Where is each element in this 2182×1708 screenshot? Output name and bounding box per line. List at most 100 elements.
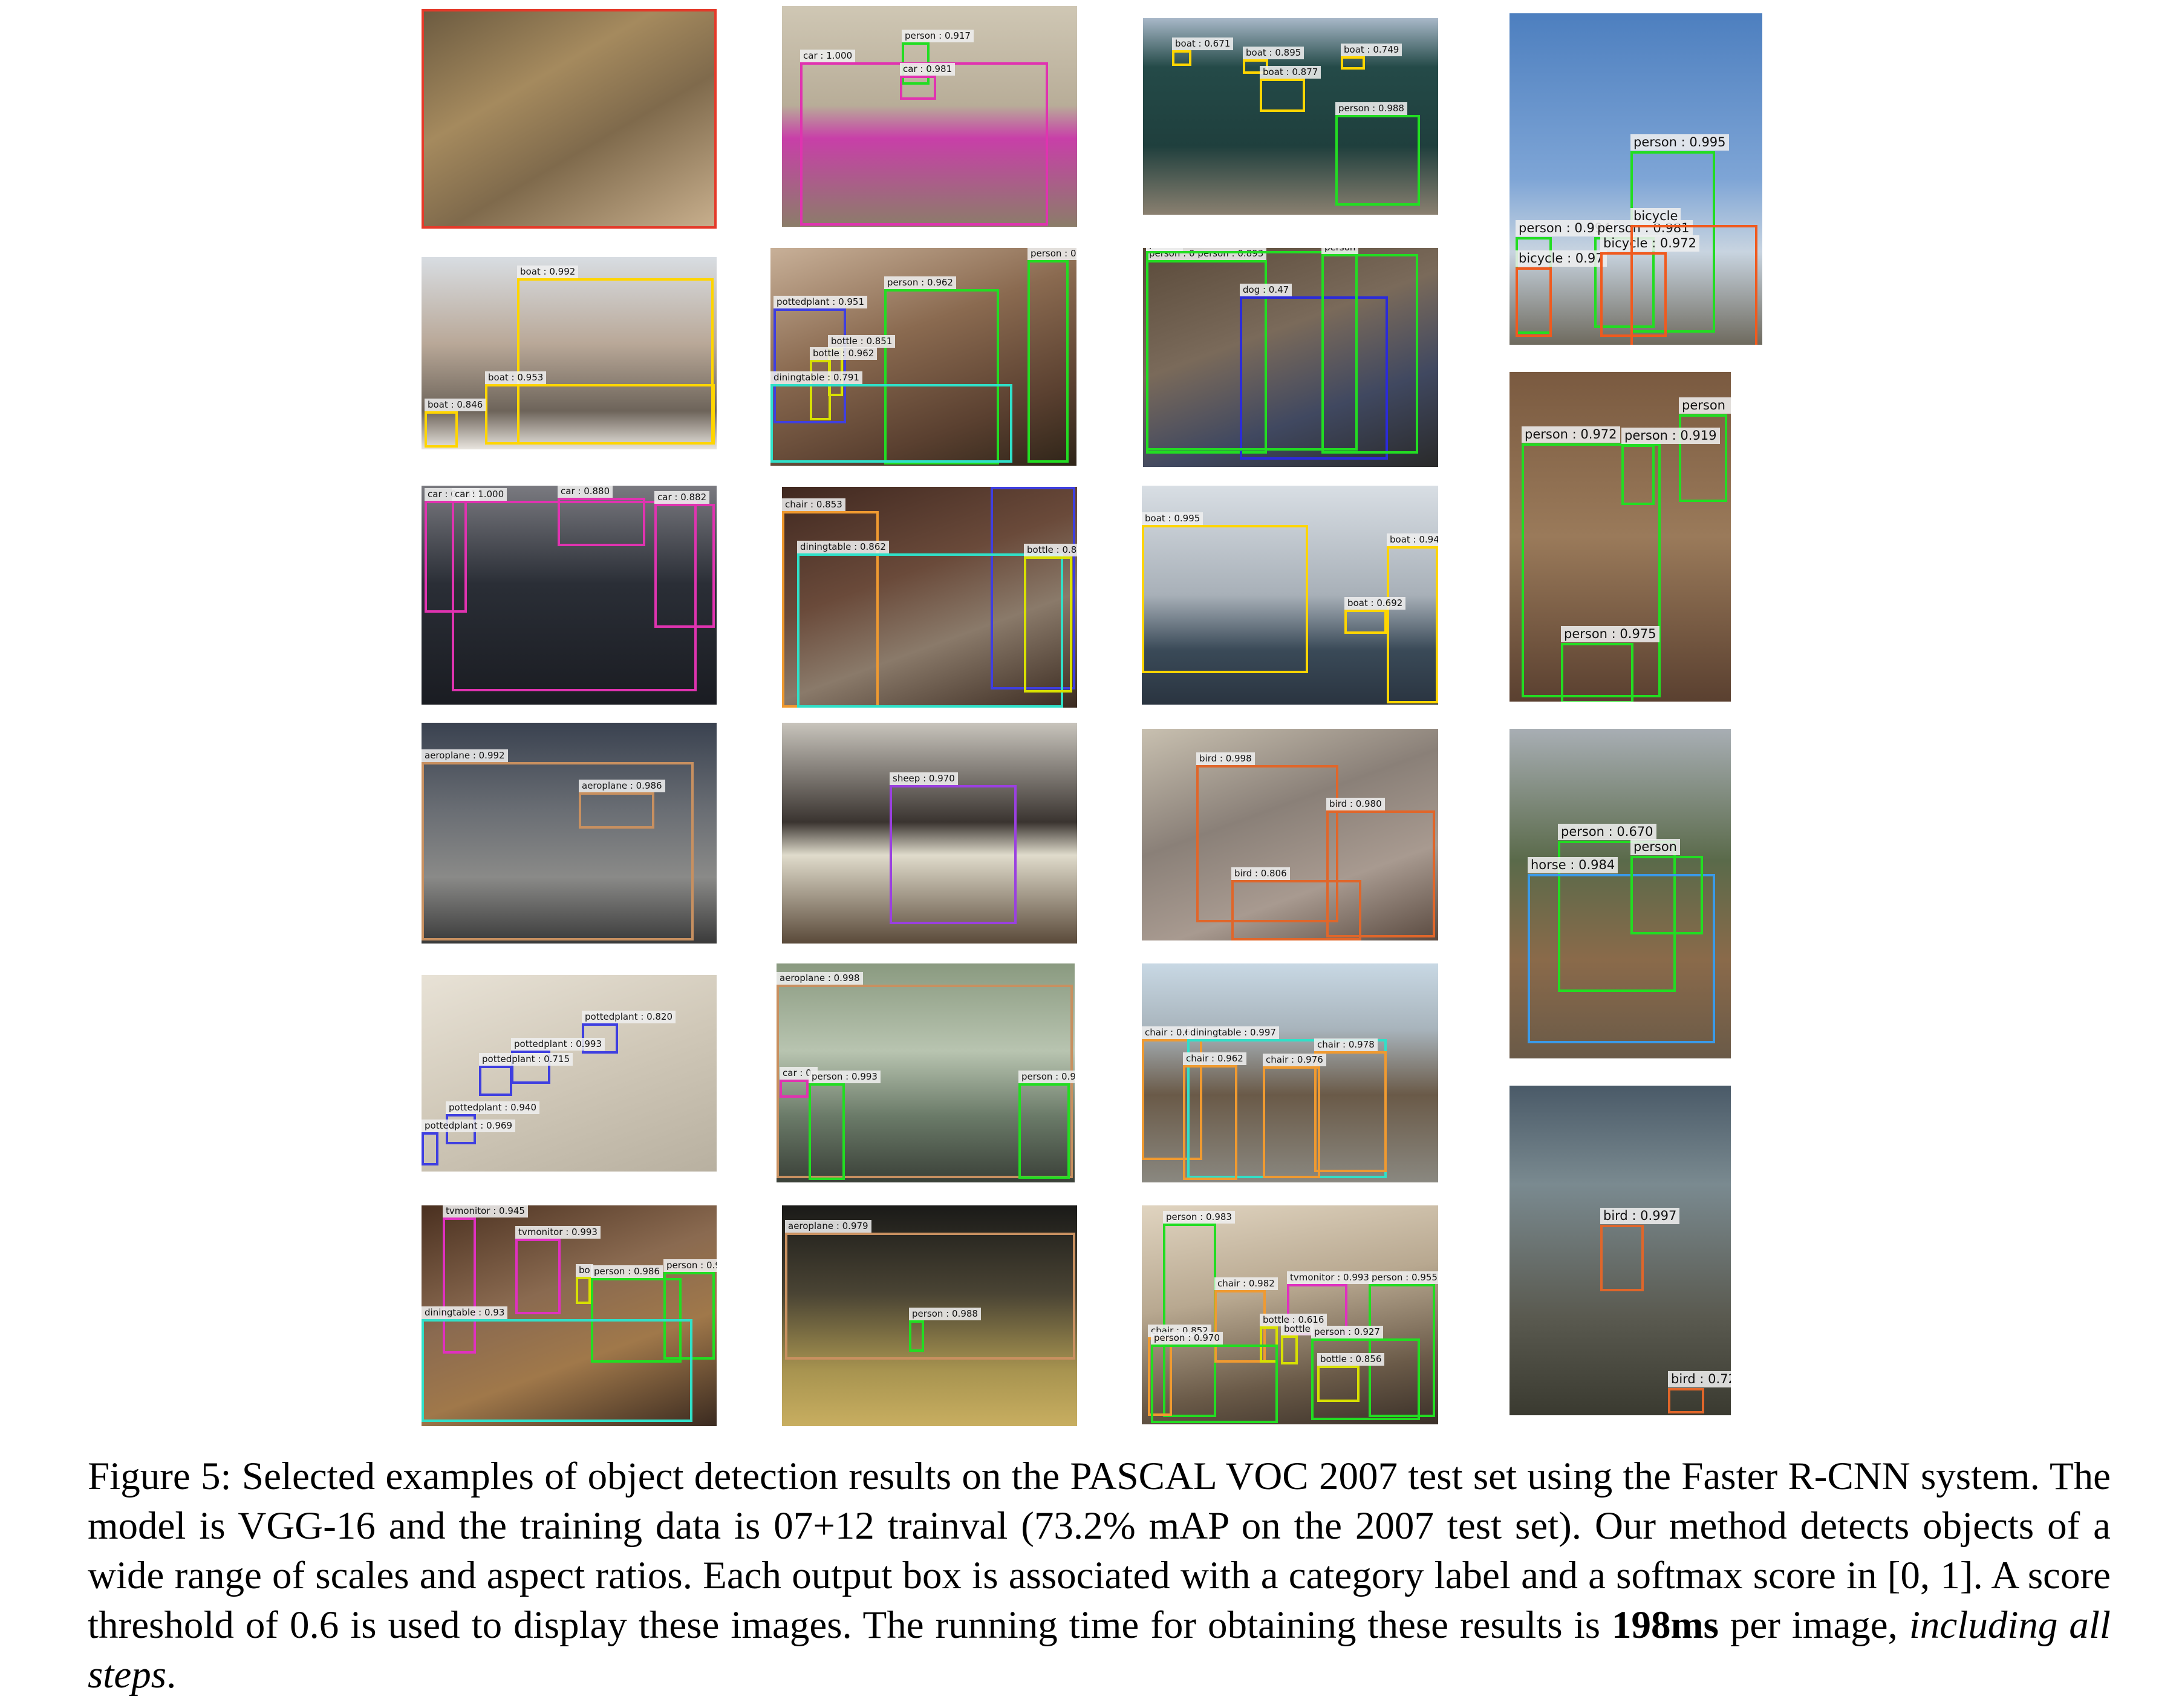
detection-label: aeroplane : 0.992 [422,749,508,762]
bottle-detection-box: bottle : 0.851 [828,335,896,396]
example-photo: car : 0.981 car : 1.000 car : 0.880 car … [422,486,717,705]
detection-label: person : 0.983 [1163,1211,1235,1224]
aeroplane-detection-box: aeroplane : 0.979 [785,1220,1075,1360]
bird-detection-box: bird : 0.980 [1326,798,1435,937]
chair-detection-box: chair : 0.976 [1263,1054,1326,1178]
person-detection-box: person : 0.670 [1558,824,1676,992]
example-photo: pottedplant : 0.728 chair : 0.853 dining… [782,487,1077,708]
person-detection-box: person : 0.993 [809,1071,881,1180]
detection-label: bottle [1281,1323,1314,1335]
detection-label: chair : 0.982 [1214,1277,1278,1290]
detection-label: pottedplant : 0.715 [479,1053,573,1066]
person-detection-box: person [1321,248,1418,454]
tvmonitor-detection-box: tvmonitor : 0.945 [443,1205,528,1354]
example-photo: aeroplane : 0.979 person : 0.988 [782,1205,1077,1426]
boat-detection-box: boat : 0.671 [1172,37,1234,66]
detection-label: person [1146,248,1184,251]
detection-label: person : 0.995 [1630,134,1729,151]
detection-label: dog : 0.47 [1240,284,1292,296]
detection-label: person [1321,248,1359,254]
detection-label: person : 0.993 [809,1071,881,1083]
boat-detection-box: boat : 0.846 [425,399,486,448]
car-detection-box: car : 0.882 [654,491,715,628]
example-photo: chair : 0.6 diningtable : 0.997 chair : … [1142,963,1438,1182]
bottle-detection-box: bottle : 0.826 [1024,544,1077,693]
diningtable-detection-box: diningtable : 0.862 [797,541,1063,708]
example-photo: person : 0.917 car : 1.000 car : 0.981 [782,6,1077,227]
person-detection-box: person : 0.970 [1151,1332,1278,1423]
person-detection-box: person : 0.962 [884,276,999,464]
detection-label: pottedplant : 0.951 [773,296,868,308]
figure-label: Figure 5: [88,1455,232,1498]
detection-label: diningtable : 0.997 [1187,1026,1279,1039]
detection-label: person : 0.948 [1679,397,1731,414]
detection-label: bird : 0.998 [1196,752,1255,765]
detection-label: bottle : 0.826 [1024,544,1077,556]
person-detection-box: person : 0.948 [1679,397,1731,502]
detection-label: aeroplane : 0.998 [777,972,863,985]
detection-label: car : 1.000 [452,488,507,501]
tvmonitor-detection-box: tvmonitor : 0.993 [515,1226,601,1314]
diningtable-detection-box: diningtable : 0.791 [770,371,1012,463]
dog-detection-box: dog : 0.47 [1240,284,1388,460]
car-detection-box: car : 0.880 [558,486,645,546]
bird-detection-box: bird : 0.806 [1231,867,1361,940]
detection-label: boat : 0.995 [1142,512,1203,525]
detection-label: person : 0.962 [884,276,956,289]
detection-label: person : 0.919 [1621,428,1720,444]
detection-label: car : 0.880 [558,486,613,498]
example-photo: person : 0 person : 0.893 dog : 0.47 per… [1143,248,1438,467]
detection-label: bird : 0.806 [1231,867,1290,880]
detection-label: chair : 0.962 [1183,1052,1246,1065]
cat-detection-box: cat : 0.998 [422,9,717,229]
bird-detection-box: bird : 0.997 [1600,1208,1680,1291]
detection-label: car : 0.882 [654,491,710,504]
detection-label: boat : 0.992 [517,266,579,278]
detection-label: person : 0.670 [1558,824,1656,840]
bottle-detection-box: bo [576,1264,593,1304]
detection-label: person : 0.988 [909,1308,981,1320]
example-photo: aeroplane : 0.998 car : 0. person : 0.99… [777,963,1075,1182]
person-detection-box: person : 0.955 [1369,1271,1438,1417]
detection-label: chair : 0.976 [1263,1054,1326,1066]
detection-label: person : 0.923 [663,1259,717,1272]
detection-label: person : 0.975 [1561,626,1659,642]
person-detection-box: person : 0.930 [1027,248,1076,463]
bicycle-detection-box: bicycle [1630,208,1757,345]
detection-label: diningtable : 0.93 [422,1306,508,1319]
detection-label: tvmonitor : 0.945 [443,1205,528,1217]
person-detection-box: person : 0.988 [909,1308,981,1352]
aeroplane-detection-box: aeroplane : 0.986 [579,780,665,829]
person-detection-box: person [1146,248,1358,451]
caption-end: . [166,1653,177,1697]
boat-detection-box: boat : 0.995 [1142,512,1308,673]
detection-label: chair : 0.853 [782,498,845,511]
detection-label: chair : 0.6 [1142,1026,1194,1039]
chair-detection-box: chair : 0.962 [1183,1052,1246,1180]
detection-label: bird : 0.980 [1326,798,1385,810]
detection-label: person : 0.917 [902,30,974,42]
detection-label: bottle : 0.856 [1317,1353,1385,1366]
car-detection-box: car : 0. [780,1067,818,1098]
example-photo: sheep : 0.970 [782,723,1077,944]
detection-label: tvmonitor : 0.993 [1287,1271,1372,1284]
example-photo: boat : 0.992 boat : 0.953 boat : 0.846 [422,257,717,449]
detection-label: pottedplant : 0.993 [511,1038,605,1051]
example-photo: person : 0.995 person : 0.994 person : 0… [1509,13,1762,345]
sheep-detection-box: sheep : 0.970 [890,772,1017,924]
aeroplane-detection-box: aeroplane : 0.992 [422,749,694,940]
detection-label: boat : 0.948 [1387,533,1438,546]
detection-label: boat : 0.692 [1344,597,1406,610]
boat-detection-box: boat : 0.877 [1260,66,1321,112]
pottedplant-detection-box: pottedplant : 0.969 [422,1120,516,1165]
detection-label: boat : 0.877 [1260,66,1321,79]
example-photo: aeroplane : 0.992 aeroplane : 0.986 [422,723,717,944]
detection-label: boat : 0.953 [485,371,547,384]
detection-label: boat : 0.671 [1172,37,1234,50]
caption-runtime: 198ms [1611,1603,1719,1647]
bottle-detection-box: bottle : 0.962 [810,347,878,420]
horse-detection-box: horse : 0.984 [1528,857,1715,1043]
boat-detection-box: boat : 0.953 [485,371,715,445]
example-photo: pottedplant : 0.820 pottedplant : 0.993 … [422,975,717,1172]
detection-label: diningtable : 0.791 [770,371,862,384]
